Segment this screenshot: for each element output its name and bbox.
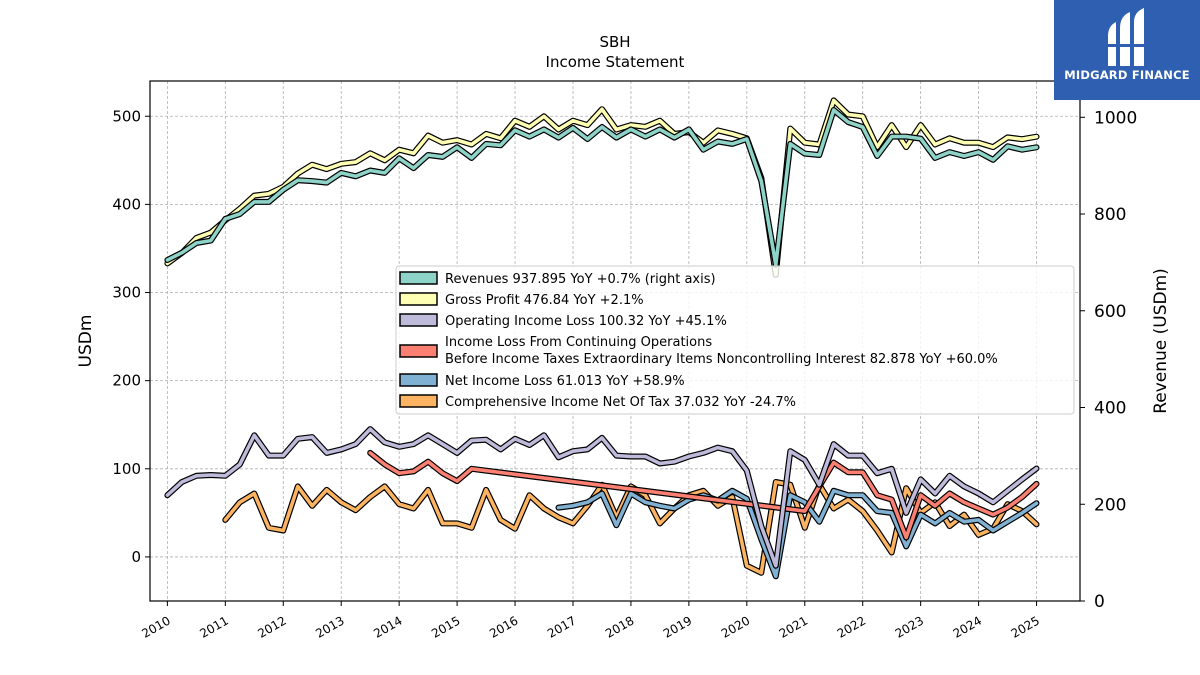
legend-swatch-net-income xyxy=(399,373,438,387)
legend-label-gross-profit: Gross Profit 476.84 YoY +2.1% xyxy=(445,293,644,308)
x-tick-label: 2012 xyxy=(255,613,288,640)
x-tick-label: 2019 xyxy=(661,613,694,640)
chart-title: SBH xyxy=(599,33,630,51)
legend-label-comprehensive-income: Comprehensive Income Net Of Tax 37.032 Y… xyxy=(445,395,796,410)
y-axis-left-label: USDm xyxy=(76,315,96,368)
y-right-tick-label: 1000 xyxy=(1094,108,1137,128)
plot-area-frame xyxy=(149,80,1081,602)
legend-label-net-income: Net Income Loss 61.013 YoY +58.9% xyxy=(445,374,685,389)
y-left-tick-label: 500 xyxy=(112,107,141,125)
y-left-tick-label: 100 xyxy=(112,460,141,478)
series-line-revenues xyxy=(165,108,1039,267)
series-line-gross-profit xyxy=(165,98,1039,277)
x-tick-label: 2010 xyxy=(139,613,172,640)
legend-label-revenues: Revenues 937.895 YoY +0.7% (right axis) xyxy=(445,272,716,287)
x-tick-label: 2021 xyxy=(777,613,810,640)
x-tick-label: 2018 xyxy=(603,613,636,640)
x-tick-label: 2017 xyxy=(545,613,578,640)
y-right-tick-label: 400 xyxy=(1094,399,1126,419)
series-line-operating-income-loss xyxy=(165,427,1039,568)
series-outline-revenues xyxy=(164,107,1040,268)
x-tick-label: 2022 xyxy=(835,613,868,640)
x-tick-label: 2014 xyxy=(371,613,404,640)
chart-subtitle: Income Statement xyxy=(546,53,685,71)
legend-label-pretax-income-line1: Income Loss From Continuing Operations xyxy=(445,335,712,350)
x-tick-label: 2013 xyxy=(313,613,346,640)
series-line-net-income-loss xyxy=(556,488,1039,579)
legend-swatch-pretax-income xyxy=(399,344,438,358)
x-tick-label: 2020 xyxy=(719,613,752,640)
y-left-tick-label: 0 xyxy=(131,548,141,566)
legend-swatch-comprehensive-income xyxy=(399,394,438,408)
series-line-income-loss-from-continuing-operations-before-income-taxes-extraordinary-items-noncontrolling-interest xyxy=(368,451,1039,540)
legend-label-operating-income: Operating Income Loss 100.32 YoY +45.1% xyxy=(445,314,727,329)
y-right-tick-label: 600 xyxy=(1094,302,1126,322)
x-tick-label: 2024 xyxy=(951,613,984,640)
x-tick-label: 2011 xyxy=(197,613,230,640)
series-lines xyxy=(164,97,1040,580)
y-right-tick-label: 200 xyxy=(1094,495,1126,515)
legend-label-pretax-income-line2: Before Income Taxes Extraordinary Items … xyxy=(445,352,998,367)
logo-text: MIDGARD FINANCE xyxy=(1064,68,1190,82)
y-right-tick-label: 0 xyxy=(1094,592,1105,612)
legend: Revenues 937.895 YoY +0.7% (right axis) … xyxy=(395,265,1075,415)
y-left-tick-label: 300 xyxy=(112,284,141,302)
legend-swatch-operating-income xyxy=(399,313,438,327)
x-tick-label: 2016 xyxy=(487,613,520,640)
x-tick-label: 2023 xyxy=(893,613,926,640)
legend-swatch-revenues xyxy=(399,271,438,285)
x-tick-label: 2025 xyxy=(1009,613,1042,640)
y-left-tick-label: 200 xyxy=(112,372,141,390)
legend-swatch-gross-profit xyxy=(399,292,438,306)
x-tick-label: 2015 xyxy=(429,613,462,640)
midgard-finance-logo: MIDGARD FINANCE xyxy=(1054,0,1200,100)
y-axis-right-label: Revenue (USDm) xyxy=(1151,268,1171,414)
y-left-tick-label: 400 xyxy=(112,195,141,213)
midgard-logo-icon xyxy=(1106,8,1146,66)
legend-box xyxy=(395,265,1075,415)
y-right-tick-label: 800 xyxy=(1094,205,1126,225)
